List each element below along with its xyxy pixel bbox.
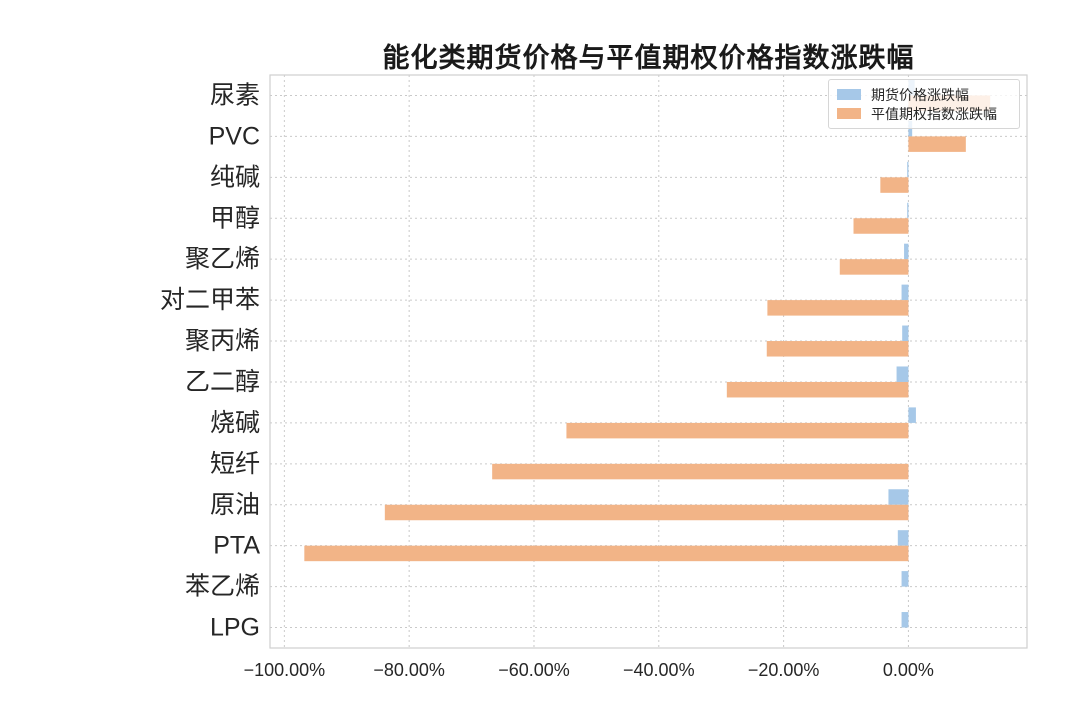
legend: 期货价格涨跌幅 平值期权指数涨跌幅	[828, 79, 1020, 129]
y-axis-label: PVC	[209, 122, 260, 150]
y-axis-label: 原油	[210, 491, 260, 519]
y-axis-label: 短纤	[210, 450, 260, 478]
y-axis-label: 尿素	[210, 81, 260, 109]
bar-futures-对二甲苯	[901, 284, 909, 301]
bar-futures-聚乙烯	[904, 243, 909, 260]
bar-option-甲醇	[853, 218, 909, 234]
bar-option-乙二醇	[726, 381, 909, 398]
bar-option-原油	[384, 504, 909, 521]
bar-option-PTA	[304, 545, 909, 562]
bar-futures-PTA	[897, 530, 909, 546]
x-axis-label: −80.00%	[373, 660, 445, 680]
bar-futures-苯乙烯	[901, 571, 909, 587]
y-axis-label: 纯碱	[210, 163, 260, 191]
bar-option-纯碱	[880, 177, 909, 193]
x-axis-label: 0.00%	[883, 660, 934, 680]
bar-futures-纯碱	[907, 161, 909, 178]
bar-futures-原油	[888, 489, 909, 505]
y-axis-label: 聚乙烯	[185, 245, 260, 273]
bar-futures-乙二醇	[896, 366, 909, 382]
y-axis-label: 甲醇	[210, 204, 260, 232]
y-axis-label: PTA	[213, 532, 260, 560]
y-axis-label: LPG	[210, 614, 260, 642]
x-axis-label: −100.00%	[244, 660, 326, 680]
bar-option-PVC	[908, 136, 966, 152]
x-axis-label: −60.00%	[498, 660, 570, 680]
x-axis-label: −20.00%	[748, 660, 820, 680]
bar-futures-LPG	[901, 612, 909, 628]
y-axis-label: 烧碱	[210, 409, 260, 437]
bar-option-短纤	[492, 463, 909, 480]
bar-futures-甲醇	[907, 202, 909, 219]
y-axis-label: 聚丙烯	[185, 327, 260, 355]
bar-futures-聚丙烯	[902, 325, 909, 342]
y-axis-label: 乙二醇	[185, 368, 260, 396]
x-axis-label: −40.00%	[623, 660, 695, 680]
legend-item-options: 平值期权指数涨跌幅	[837, 104, 1011, 123]
legend-swatch-futures	[837, 89, 861, 100]
legend-label-futures: 期货价格涨跌幅	[871, 86, 969, 103]
chart-title: 能化类期货价格与平值期权价格指数涨跌幅	[382, 43, 915, 73]
plot-border	[269, 74, 1028, 649]
bar-option-烧碱	[566, 422, 909, 439]
bar-option-对二甲苯	[767, 300, 909, 316]
legend-swatch-options	[837, 108, 861, 119]
legend-label-options: 平值期权指数涨跌幅	[871, 105, 997, 122]
bar-futures-烧碱	[908, 407, 916, 423]
y-axis-label: 对二甲苯	[160, 286, 260, 314]
y-axis-label: 苯乙烯	[185, 573, 260, 601]
bar-option-聚乙烯	[839, 259, 909, 275]
bar-option-聚丙烯	[766, 341, 909, 357]
legend-item-futures: 期货价格涨跌幅	[837, 85, 1011, 104]
